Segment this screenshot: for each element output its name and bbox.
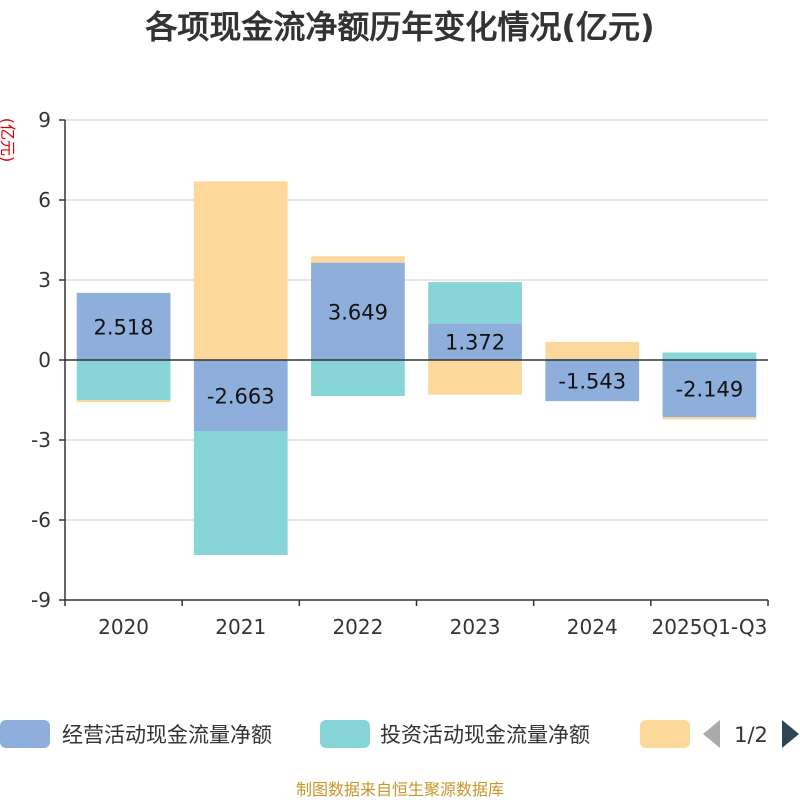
data-label: 1.372 bbox=[445, 331, 505, 355]
legend-swatch[interactable] bbox=[640, 720, 690, 748]
bar-series-0 bbox=[311, 262, 405, 360]
data-label: -2.149 bbox=[676, 378, 744, 402]
bar-series-2 bbox=[76, 400, 171, 403]
bar-series-2 bbox=[545, 341, 640, 359]
data-label: 3.649 bbox=[328, 300, 388, 324]
bar-series-0 bbox=[76, 292, 171, 360]
bar-series-0 bbox=[662, 360, 757, 418]
data-labels: 2.518 -2.663 3.649 1.372 -1.543 -2.149 bbox=[94, 300, 744, 408]
y-tick-label: -6 bbox=[31, 508, 51, 532]
legend-page-indicator: 1/2 bbox=[734, 723, 768, 747]
x-tick-label: 2022 bbox=[332, 615, 383, 639]
bar-series-0 bbox=[193, 360, 288, 432]
y-tick-label: -3 bbox=[31, 428, 51, 452]
y-tick-label: 6 bbox=[38, 188, 51, 212]
bar-series-2 bbox=[311, 256, 405, 263]
legend-swatch[interactable] bbox=[320, 720, 370, 748]
y-axis-label: (亿元) bbox=[0, 118, 17, 163]
bar-series-1 bbox=[662, 352, 757, 360]
source-note: 制图数据来自恒生聚源数据库 bbox=[296, 780, 504, 799]
legend-swatch[interactable] bbox=[0, 720, 50, 748]
bar-series-0 bbox=[428, 323, 522, 360]
bar-series-1 bbox=[311, 360, 405, 396]
bar-series-1 bbox=[428, 282, 522, 324]
y-tick-label: -9 bbox=[31, 588, 51, 612]
bar-series-1 bbox=[76, 360, 171, 400]
bar-series-0 bbox=[545, 360, 640, 402]
legend-label[interactable]: 投资活动现金流量净额 bbox=[380, 723, 590, 747]
x-tick-label: 2020 bbox=[98, 615, 149, 639]
legend-prev-arrow-icon[interactable] bbox=[703, 720, 720, 748]
y-tick-label: 3 bbox=[38, 268, 51, 292]
data-label: 2.518 bbox=[94, 315, 154, 339]
tick-labels: 9 6 3 0 -3 -6 -9 2020 2021 2022 2023 2024 2025Q1-Q3 bbox=[31, 108, 767, 639]
bar-series-2 bbox=[428, 360, 522, 395]
y-tick-label: 9 bbox=[38, 108, 51, 132]
bar-series-1 bbox=[193, 431, 288, 556]
bar-series-2 bbox=[193, 181, 288, 360]
data-label: -2.663 bbox=[207, 385, 275, 409]
axes bbox=[59, 119, 769, 606]
y-tick-label: 0 bbox=[38, 348, 51, 372]
x-tick-label: 2023 bbox=[450, 615, 501, 639]
x-tick-label: 2024 bbox=[567, 615, 618, 639]
chart-title: 各项现金流净额历年变化情况(亿元) bbox=[145, 8, 654, 46]
x-tick-label: 2021 bbox=[215, 615, 266, 639]
legend: 经营活动现金流量净额 投资活动现金流量净额 1/2 bbox=[0, 720, 799, 748]
bars bbox=[76, 181, 757, 556]
x-tick-label: 2025Q1-Q3 bbox=[652, 615, 768, 639]
data-label: -1.543 bbox=[558, 370, 626, 394]
bar-series-2 bbox=[662, 417, 757, 420]
legend-label[interactable]: 经营活动现金流量净额 bbox=[62, 723, 272, 747]
legend-next-arrow-icon[interactable] bbox=[782, 720, 799, 748]
